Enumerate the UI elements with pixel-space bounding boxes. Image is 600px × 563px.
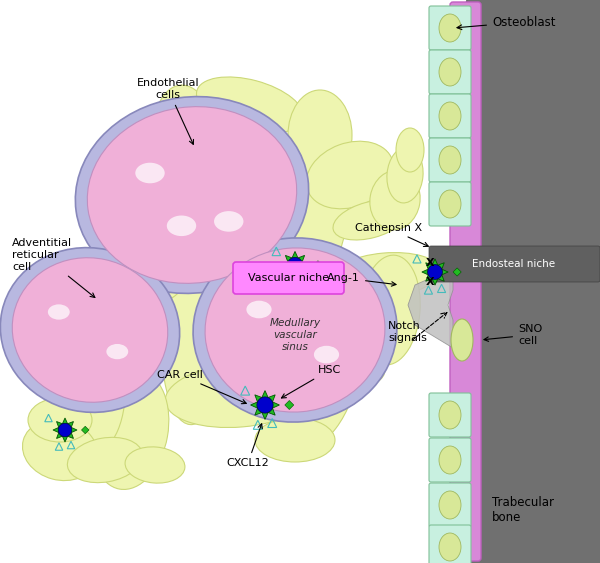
Ellipse shape: [360, 255, 420, 365]
Ellipse shape: [396, 128, 424, 172]
Text: Vascular niche: Vascular niche: [248, 273, 329, 283]
Ellipse shape: [439, 14, 461, 42]
Text: HSC: HSC: [281, 365, 341, 398]
Ellipse shape: [439, 102, 461, 130]
FancyBboxPatch shape: [450, 2, 481, 561]
Ellipse shape: [125, 447, 185, 483]
Polygon shape: [453, 268, 461, 276]
Ellipse shape: [387, 147, 423, 203]
Text: CXCL12: CXCL12: [227, 424, 269, 468]
Text: SNO
cell: SNO cell: [484, 324, 542, 346]
FancyBboxPatch shape: [429, 6, 471, 50]
FancyBboxPatch shape: [429, 438, 471, 482]
Ellipse shape: [288, 90, 352, 180]
Circle shape: [428, 265, 442, 279]
Text: Adventitial
reticular
cell: Adventitial reticular cell: [12, 238, 95, 297]
Polygon shape: [82, 426, 89, 434]
Ellipse shape: [307, 141, 394, 209]
FancyBboxPatch shape: [429, 393, 471, 437]
Ellipse shape: [323, 309, 392, 361]
FancyBboxPatch shape: [429, 182, 471, 226]
Ellipse shape: [439, 190, 461, 218]
Circle shape: [58, 423, 72, 437]
Ellipse shape: [259, 271, 361, 449]
Polygon shape: [281, 252, 308, 279]
Ellipse shape: [12, 258, 168, 403]
Ellipse shape: [439, 446, 461, 474]
FancyBboxPatch shape: [429, 94, 471, 138]
Ellipse shape: [117, 207, 193, 303]
Ellipse shape: [165, 363, 315, 427]
Ellipse shape: [48, 305, 70, 320]
Polygon shape: [408, 268, 453, 348]
Polygon shape: [53, 418, 77, 442]
FancyBboxPatch shape: [429, 525, 471, 563]
FancyBboxPatch shape: [429, 246, 600, 282]
Ellipse shape: [44, 305, 125, 455]
Ellipse shape: [439, 533, 461, 561]
Text: X: X: [425, 277, 434, 287]
Ellipse shape: [106, 344, 128, 359]
Ellipse shape: [196, 77, 304, 133]
Ellipse shape: [42, 254, 148, 325]
Ellipse shape: [67, 437, 143, 482]
Text: X: X: [425, 258, 434, 268]
Polygon shape: [285, 400, 294, 409]
Ellipse shape: [88, 106, 296, 283]
Text: Cathepsin X: Cathepsin X: [355, 223, 428, 247]
Text: Osteoblast: Osteoblast: [457, 16, 556, 30]
Ellipse shape: [451, 319, 473, 361]
Ellipse shape: [205, 248, 385, 412]
Ellipse shape: [201, 231, 339, 309]
Ellipse shape: [330, 253, 440, 297]
Ellipse shape: [310, 266, 400, 324]
Ellipse shape: [22, 419, 98, 481]
Ellipse shape: [439, 401, 461, 429]
Text: Trabecular
bone: Trabecular bone: [492, 496, 554, 524]
Ellipse shape: [272, 130, 349, 290]
Ellipse shape: [370, 170, 420, 230]
Ellipse shape: [91, 370, 169, 489]
Ellipse shape: [76, 97, 308, 293]
FancyBboxPatch shape: [466, 0, 600, 563]
Ellipse shape: [136, 163, 164, 184]
Ellipse shape: [1, 248, 179, 412]
Text: Endothelial
cells: Endothelial cells: [137, 78, 199, 144]
Ellipse shape: [439, 491, 461, 519]
Ellipse shape: [247, 301, 272, 318]
Ellipse shape: [193, 238, 397, 422]
Text: Ang-1: Ang-1: [327, 273, 396, 286]
Ellipse shape: [161, 195, 239, 425]
FancyBboxPatch shape: [429, 138, 471, 182]
Ellipse shape: [113, 141, 287, 218]
Ellipse shape: [439, 146, 461, 174]
Text: CAR cell: CAR cell: [157, 370, 247, 404]
Ellipse shape: [214, 211, 244, 232]
Ellipse shape: [333, 200, 407, 240]
Ellipse shape: [255, 418, 335, 462]
Polygon shape: [314, 261, 322, 269]
Polygon shape: [251, 391, 280, 419]
Text: Notch
signals: Notch signals: [388, 321, 427, 343]
Ellipse shape: [28, 398, 92, 442]
Text: Endosteal niche: Endosteal niche: [472, 259, 556, 269]
Text: Medullary
vascular
sinus: Medullary vascular sinus: [269, 319, 320, 352]
Ellipse shape: [153, 85, 217, 195]
FancyBboxPatch shape: [429, 483, 471, 527]
Ellipse shape: [439, 58, 461, 86]
FancyBboxPatch shape: [233, 262, 344, 294]
Ellipse shape: [167, 216, 196, 236]
Circle shape: [287, 257, 302, 272]
FancyBboxPatch shape: [429, 50, 471, 94]
Ellipse shape: [325, 352, 385, 388]
Ellipse shape: [314, 346, 339, 364]
Polygon shape: [422, 259, 448, 285]
Circle shape: [257, 397, 273, 413]
